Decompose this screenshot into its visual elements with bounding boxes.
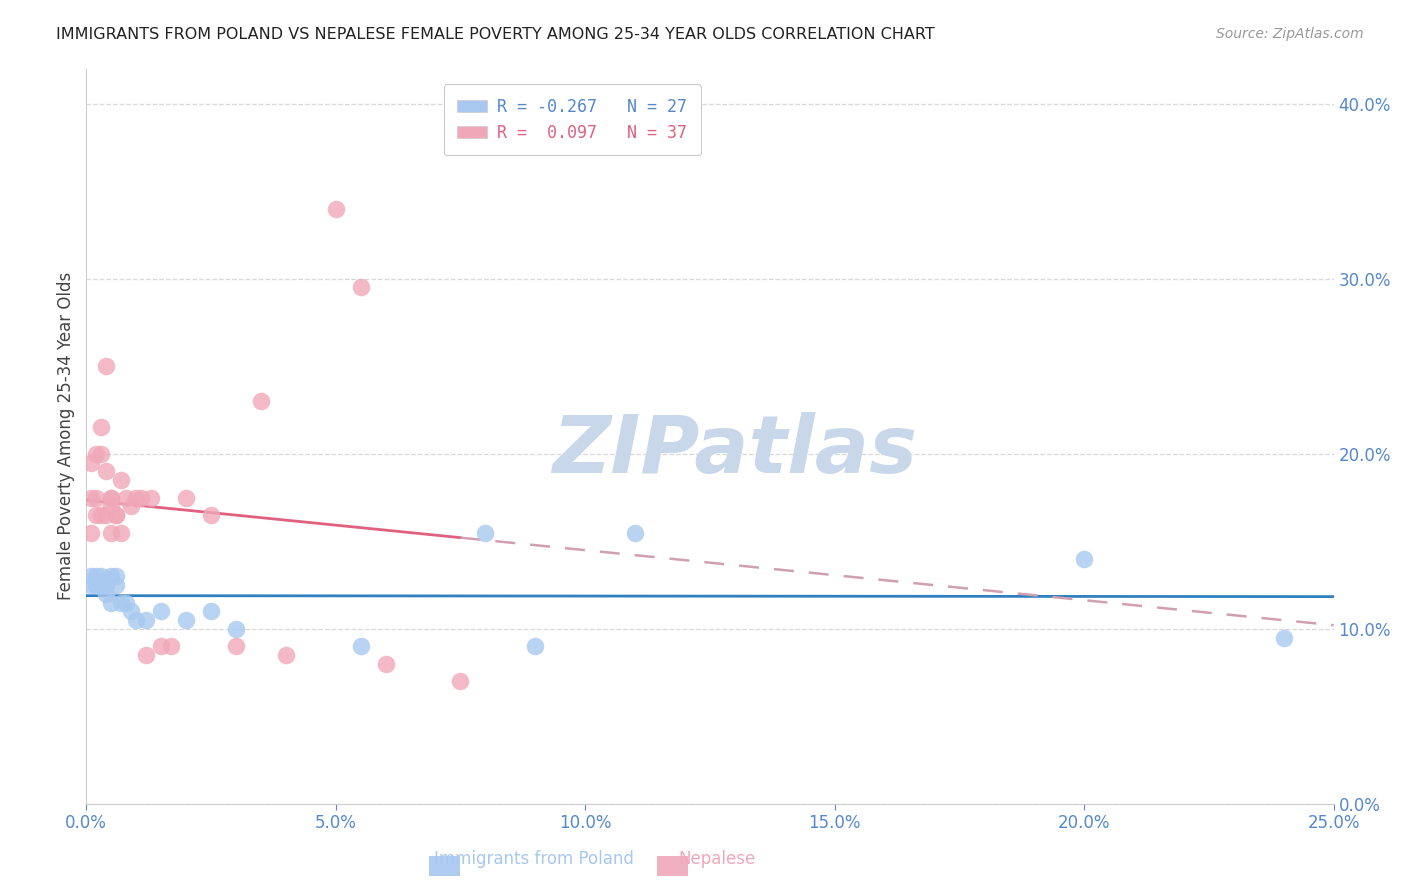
Point [105,508,128,522]
Y-axis label: Female Poverty Among 25-34 Year Olds: Female Poverty Among 25-34 Year Olds [58,272,75,600]
Point [105,578,128,592]
Text: IMMIGRANTS FROM POLAND VS NEPALESE FEMALE POVERTY AMONG 25-34 YEAR OLDS CORRELAT: IMMIGRANTS FROM POLAND VS NEPALESE FEMAL… [56,27,935,42]
Text: ZIPatlas: ZIPatlas [553,412,917,490]
Point [100,596,122,610]
Point [90,447,112,461]
Point [105,508,128,522]
Point [150,604,173,618]
Point [110,525,132,540]
Point [90,569,112,583]
Point [150,640,173,654]
Point [1073,551,1095,566]
Point [100,491,122,505]
Point [115,596,138,610]
Point [96,578,118,592]
Point [350,640,373,654]
Point [174,491,197,505]
Point [624,525,647,540]
Point [524,640,547,654]
Text: Immigrants from Poland: Immigrants from Poland [434,850,634,868]
Point [96,359,118,374]
Point [135,613,157,627]
Point [90,578,112,592]
Point [96,587,118,601]
Point [135,648,157,662]
Point [80,569,103,583]
Point [100,569,122,583]
Point [225,622,247,636]
Point [174,613,197,627]
Point [225,640,247,654]
Point [100,500,122,514]
Point [80,491,103,505]
Point [90,508,112,522]
Point [105,569,128,583]
Point [450,674,472,689]
Point [110,596,132,610]
Bar [429,856,460,876]
Point [141,491,163,505]
Bar [657,856,688,876]
Point [325,202,347,216]
Point [84,491,107,505]
Point [125,491,148,505]
Legend: R = -0.267   N = 27, R =  0.097   N = 37: R = -0.267 N = 27, R = 0.097 N = 37 [444,84,700,155]
Point [110,473,132,487]
Point [120,604,142,618]
Point [250,394,273,409]
Point [129,491,152,505]
Point [96,464,118,478]
Point [90,420,112,434]
Text: Source: ZipAtlas.com: Source: ZipAtlas.com [1216,27,1364,41]
Point [160,640,183,654]
Point [1272,631,1295,645]
Point [84,569,107,583]
Point [200,508,222,522]
Point [96,508,118,522]
Point [84,508,107,522]
Point [80,456,103,470]
Point [274,648,297,662]
Point [125,613,148,627]
Point [200,604,222,618]
Point [84,447,107,461]
Point [120,500,142,514]
Point [350,280,373,294]
Point [374,657,396,671]
Point [115,491,138,505]
Point [80,578,103,592]
Point [84,578,107,592]
Point [474,525,496,540]
Point [100,525,122,540]
Text: Nepalese: Nepalese [679,850,755,868]
Point [100,491,122,505]
Point [80,525,103,540]
